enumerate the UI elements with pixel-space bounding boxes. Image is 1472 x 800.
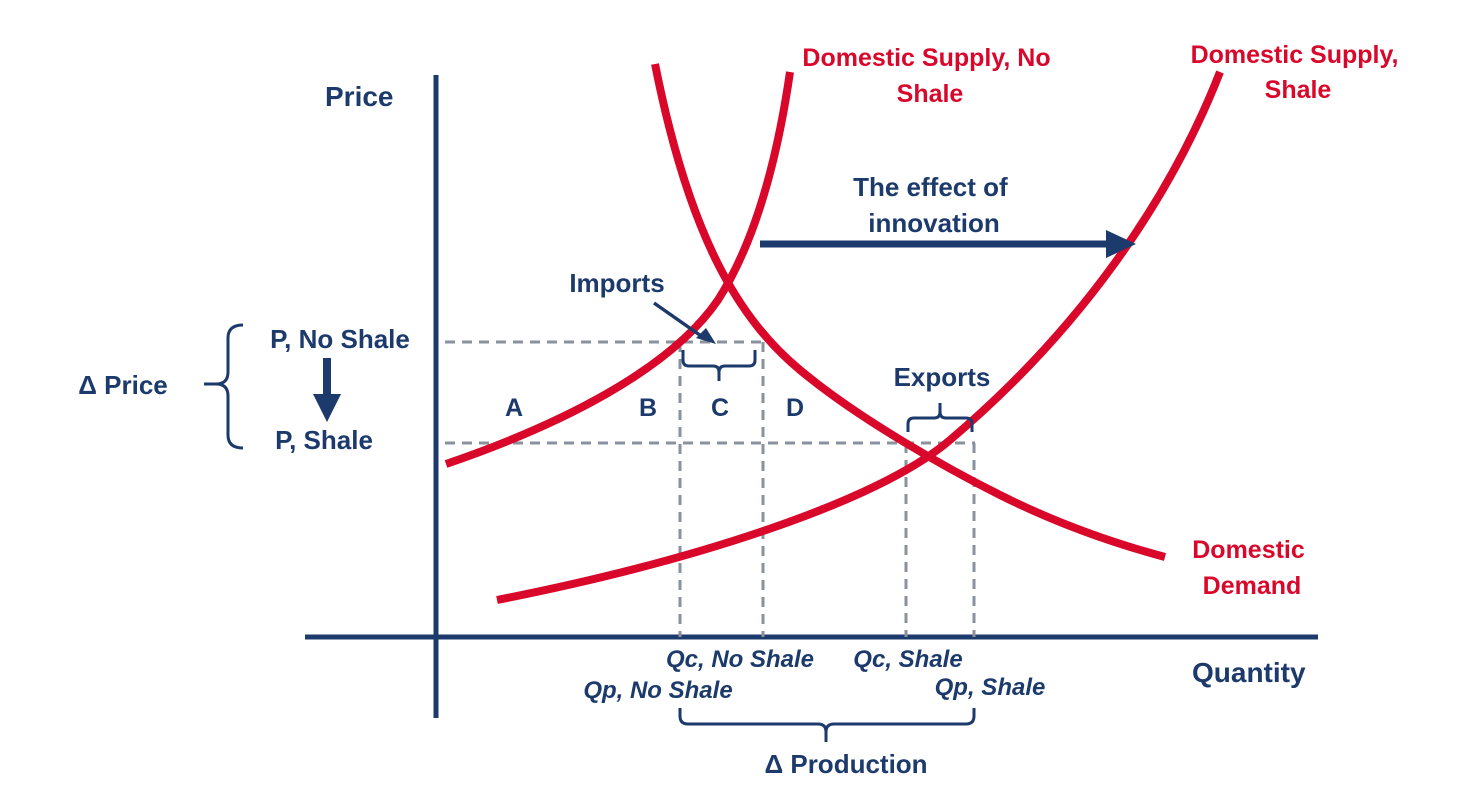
area-d-label: D xyxy=(786,394,804,422)
x-axis-label: Quantity xyxy=(1192,657,1306,688)
area-a-label: A xyxy=(505,394,523,422)
supply-no-shale-curve xyxy=(444,71,794,468)
exports-label: Exports xyxy=(894,362,991,392)
supply-no-shale-label: Domestic Supply, No Shale xyxy=(802,44,1057,108)
qc-no-shale-label: Qc, No Shale xyxy=(666,646,814,673)
imports-pointer-head xyxy=(696,328,716,344)
price-shale-label: P, Shale xyxy=(275,425,373,455)
delta-price-label: Δ Price xyxy=(78,370,168,400)
demand-curve xyxy=(651,63,1167,561)
innovation-arrow-head xyxy=(1106,230,1136,258)
price-no-shale-label: P, No Shale xyxy=(270,324,410,354)
supply-shale-label: Domestic Supply, Shale xyxy=(1191,41,1406,104)
qc-shale-label: Qc, Shale xyxy=(853,646,962,673)
delta-production-label: Δ Production xyxy=(764,749,927,779)
imports-pointer xyxy=(652,301,706,340)
imports-brace xyxy=(681,350,757,381)
qp-shale-label: Qp, Shale xyxy=(935,674,1046,701)
imports-label: Imports xyxy=(569,268,664,298)
area-c-label: C xyxy=(711,394,729,422)
qp-no-shale-label: Qp, No Shale xyxy=(583,677,732,704)
exports-brace xyxy=(906,403,974,432)
demand-label: Domestic Demand xyxy=(1192,536,1312,600)
y-axis-label: Price xyxy=(325,81,394,112)
supply-shale-curve xyxy=(496,70,1224,604)
price-down-arrow-head xyxy=(313,394,341,422)
area-b-label: B xyxy=(639,394,657,422)
delta-production-brace xyxy=(678,708,976,742)
innovation-label: The effect of innovation xyxy=(853,172,1015,238)
delta-price-brace xyxy=(204,323,244,450)
